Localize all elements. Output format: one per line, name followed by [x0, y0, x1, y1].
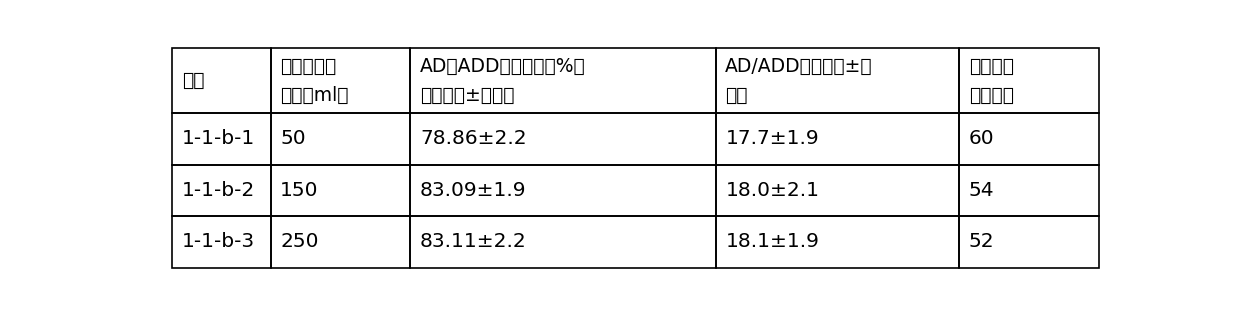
Bar: [715, 113, 959, 165]
Text: AD和ADD的总含量（%）: AD和ADD的总含量（%）: [420, 57, 585, 76]
Text: 78.86±2.2: 78.86±2.2: [420, 129, 527, 148]
Bar: [410, 113, 715, 165]
Text: 1-1-b-2: 1-1-b-2: [182, 181, 255, 200]
Bar: [410, 216, 715, 268]
Bar: [959, 216, 1099, 268]
Text: AD/ADD的平均数±标: AD/ADD的平均数±标: [725, 57, 873, 76]
Text: 葵油（ml）: 葵油（ml）: [280, 85, 348, 105]
Bar: [715, 165, 959, 216]
Text: 1-1-b-3: 1-1-b-3: [182, 233, 255, 251]
Text: 52: 52: [968, 233, 994, 251]
Text: 18.1±1.9: 18.1±1.9: [725, 233, 820, 251]
Text: 83.11±2.2: 83.11±2.2: [420, 233, 527, 251]
Text: 发酵时间: 发酵时间: [968, 57, 1013, 76]
Text: 乳化剂向日: 乳化剂向日: [280, 57, 336, 76]
Text: 83.09±1.9: 83.09±1.9: [420, 181, 527, 200]
Text: 准差: 准差: [725, 85, 748, 105]
Text: （小时）: （小时）: [968, 85, 1013, 105]
Text: 250: 250: [280, 233, 319, 251]
Bar: [959, 165, 1099, 216]
Text: 18.0±2.1: 18.0±2.1: [725, 181, 820, 200]
Text: 50: 50: [280, 129, 306, 148]
Bar: [959, 49, 1099, 113]
Text: 的平均数±标准差: 的平均数±标准差: [420, 85, 515, 105]
Bar: [270, 165, 410, 216]
Bar: [270, 216, 410, 268]
Bar: [172, 216, 270, 268]
Bar: [172, 49, 270, 113]
Text: 60: 60: [968, 129, 994, 148]
Text: 序号: 序号: [182, 71, 205, 90]
Bar: [172, 113, 270, 165]
Text: 17.7±1.9: 17.7±1.9: [725, 129, 818, 148]
Bar: [270, 49, 410, 113]
Bar: [410, 165, 715, 216]
Bar: [715, 216, 959, 268]
Bar: [410, 49, 715, 113]
Bar: [172, 165, 270, 216]
Bar: [270, 113, 410, 165]
Bar: [959, 113, 1099, 165]
Text: 54: 54: [968, 181, 994, 200]
Text: 150: 150: [280, 181, 319, 200]
Text: 1-1-b-1: 1-1-b-1: [182, 129, 255, 148]
Bar: [715, 49, 959, 113]
